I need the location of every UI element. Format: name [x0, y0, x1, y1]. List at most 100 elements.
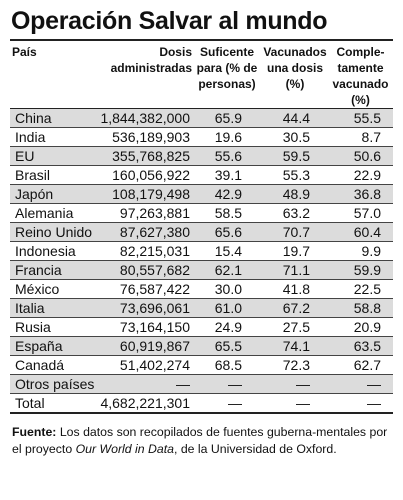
country-cell: Italia	[10, 298, 98, 318]
complete-cell: 57.0	[328, 203, 393, 223]
table-row: Italia 73,696,061 61.0 67.2 58.8	[10, 298, 393, 318]
source-text: Los datos son recopilados de fuentes gub…	[12, 425, 388, 456]
complete-cell: 22.9	[328, 165, 393, 185]
doses-cell: 1,844,382,000	[98, 108, 192, 128]
sufficient-cell: —	[192, 393, 262, 414]
doses-cell: 97,263,881	[98, 203, 192, 223]
country-cell: EU	[10, 146, 98, 166]
country-cell: México	[10, 279, 98, 299]
header-sufficient-line: Suficente	[199, 45, 254, 59]
header-complete-line: tamente	[337, 61, 384, 75]
table-row: Rusia 73,164,150 24.9 27.5 20.9	[10, 317, 393, 337]
vaccination-table: País Dosis administradas Suficente para …	[10, 41, 393, 414]
header-doses-line: administradas	[110, 61, 192, 75]
source-project-name: Our World in Data	[75, 442, 174, 456]
sufficient-cell: —	[192, 374, 262, 394]
sufficient-cell: 39.1	[192, 165, 262, 185]
country-cell: Rusia	[10, 317, 98, 337]
sufficient-cell: 30.0	[192, 279, 262, 299]
header-doses-line: Dosis	[159, 45, 192, 59]
complete-cell: —	[328, 393, 393, 414]
country-cell: Indonesia	[10, 241, 98, 261]
doses-cell: 60,919,867	[98, 336, 192, 356]
header-sufficient-line: para (% de	[196, 61, 258, 75]
doses-cell: 76,587,422	[98, 279, 192, 299]
complete-cell: 62.7	[328, 355, 393, 375]
country-cell: India	[10, 127, 98, 147]
one-dose-cell: 55.3	[262, 165, 328, 185]
title-divider	[10, 39, 393, 41]
sufficient-cell: 24.9	[192, 317, 262, 337]
doses-cell: —	[98, 374, 192, 394]
source-note: Fuente: Los datos son recopilados de fue…	[10, 424, 393, 458]
complete-cell: —	[328, 374, 393, 394]
complete-cell: 60.4	[328, 222, 393, 242]
table-row: Japón 108,179,498 42.9 48.9 36.8	[10, 184, 393, 204]
complete-cell: 9.9	[328, 241, 393, 261]
sufficient-cell: 15.4	[192, 241, 262, 261]
sufficient-cell: 65.6	[192, 222, 262, 242]
table-row: España 60,919,867 65.5 74.1 63.5	[10, 336, 393, 356]
country-cell: Canadá	[10, 355, 98, 375]
header-one-dose: Vacunados una dosis (%)	[262, 41, 328, 109]
complete-cell: 59.9	[328, 260, 393, 280]
header-sufficient-line: personas)	[198, 77, 256, 91]
one-dose-cell: 41.8	[262, 279, 328, 299]
header-one-dose-line: Vacunados	[263, 45, 327, 59]
country-cell: España	[10, 336, 98, 356]
table-row: Francia 80,557,682 62.1 71.1 59.9	[10, 260, 393, 280]
doses-cell: 87,627,380	[98, 222, 192, 242]
country-cell: Alemania	[10, 203, 98, 223]
source-label: Fuente:	[12, 425, 57, 439]
complete-cell: 36.8	[328, 184, 393, 204]
doses-cell: 80,557,682	[98, 260, 192, 280]
doses-cell: 4,682,221,301	[98, 393, 192, 414]
one-dose-cell: 27.5	[262, 317, 328, 337]
one-dose-cell: 72.3	[262, 355, 328, 375]
one-dose-cell: 48.9	[262, 184, 328, 204]
sufficient-cell: 65.5	[192, 336, 262, 356]
country-cell: Japón	[10, 184, 98, 204]
table-row: EU 355,768,825 55.6 59.5 50.6	[10, 146, 393, 166]
table-row: Indonesia 82,215,031 15.4 19.7 9.9	[10, 241, 393, 261]
table-row: Total 4,682,221,301— — —	[10, 393, 393, 414]
complete-cell: 22.5	[328, 279, 393, 299]
table-row: China 1,844,382,000 65.9 44.4 55.5	[10, 108, 393, 128]
doses-cell: 73,696,061	[98, 298, 192, 318]
country-cell: Reino Unido	[10, 222, 98, 242]
doses-cell: 160,056,922	[98, 165, 192, 185]
complete-cell: 8.7	[328, 127, 393, 147]
page-title: Operación Salvar al mundo	[11, 7, 328, 35]
one-dose-cell: 19.7	[262, 241, 328, 261]
sufficient-cell: 65.9	[192, 108, 262, 128]
header-complete-line: vacunado (%)	[332, 77, 389, 107]
one-dose-cell: 59.5	[262, 146, 328, 166]
one-dose-cell: 74.1	[262, 336, 328, 356]
header-sufficient: Suficente para (% de personas)	[192, 41, 262, 109]
table-row: Reino Unido 87,627,380 65.6 70.7 60.4	[10, 222, 393, 242]
table-header-row: País Dosis administradas Suficente para …	[10, 41, 393, 109]
table-row: Otros países — — — —	[10, 374, 393, 394]
complete-cell: 50.6	[328, 146, 393, 166]
doses-cell: 73,164,150	[98, 317, 192, 337]
table-row: México 76,587,422 30.0 41.8 22.5	[10, 279, 393, 299]
table-body: China 1,844,382,000 65.9 44.4 55.5 India 536,1…	[10, 108, 393, 414]
table-row: Brasil 160,056,922 39.1 55.3 22.9	[10, 165, 393, 185]
header-one-dose-line: (%)	[285, 77, 305, 91]
one-dose-cell: 71.1	[262, 260, 328, 280]
complete-cell: 20.9	[328, 317, 393, 337]
table-row: Canadá 51,402,274 68.5 72.3 62.7	[10, 355, 393, 375]
doses-cell: 108,179,498	[98, 184, 192, 204]
one-dose-cell: —	[262, 393, 328, 414]
complete-cell: 58.8	[328, 298, 393, 318]
one-dose-cell: 44.4	[262, 108, 328, 128]
header-complete: Comple- tamente vacunado (%)	[328, 41, 393, 109]
complete-cell: 63.5	[328, 336, 393, 356]
country-cell: Francia	[10, 260, 98, 280]
one-dose-cell: 30.5	[262, 127, 328, 147]
sufficient-cell: 55.6	[192, 146, 262, 166]
country-cell: Total	[10, 393, 98, 414]
doses-cell: 51,402,274	[98, 355, 192, 375]
complete-cell: 55.5	[328, 108, 393, 128]
one-dose-cell: —	[262, 374, 328, 394]
